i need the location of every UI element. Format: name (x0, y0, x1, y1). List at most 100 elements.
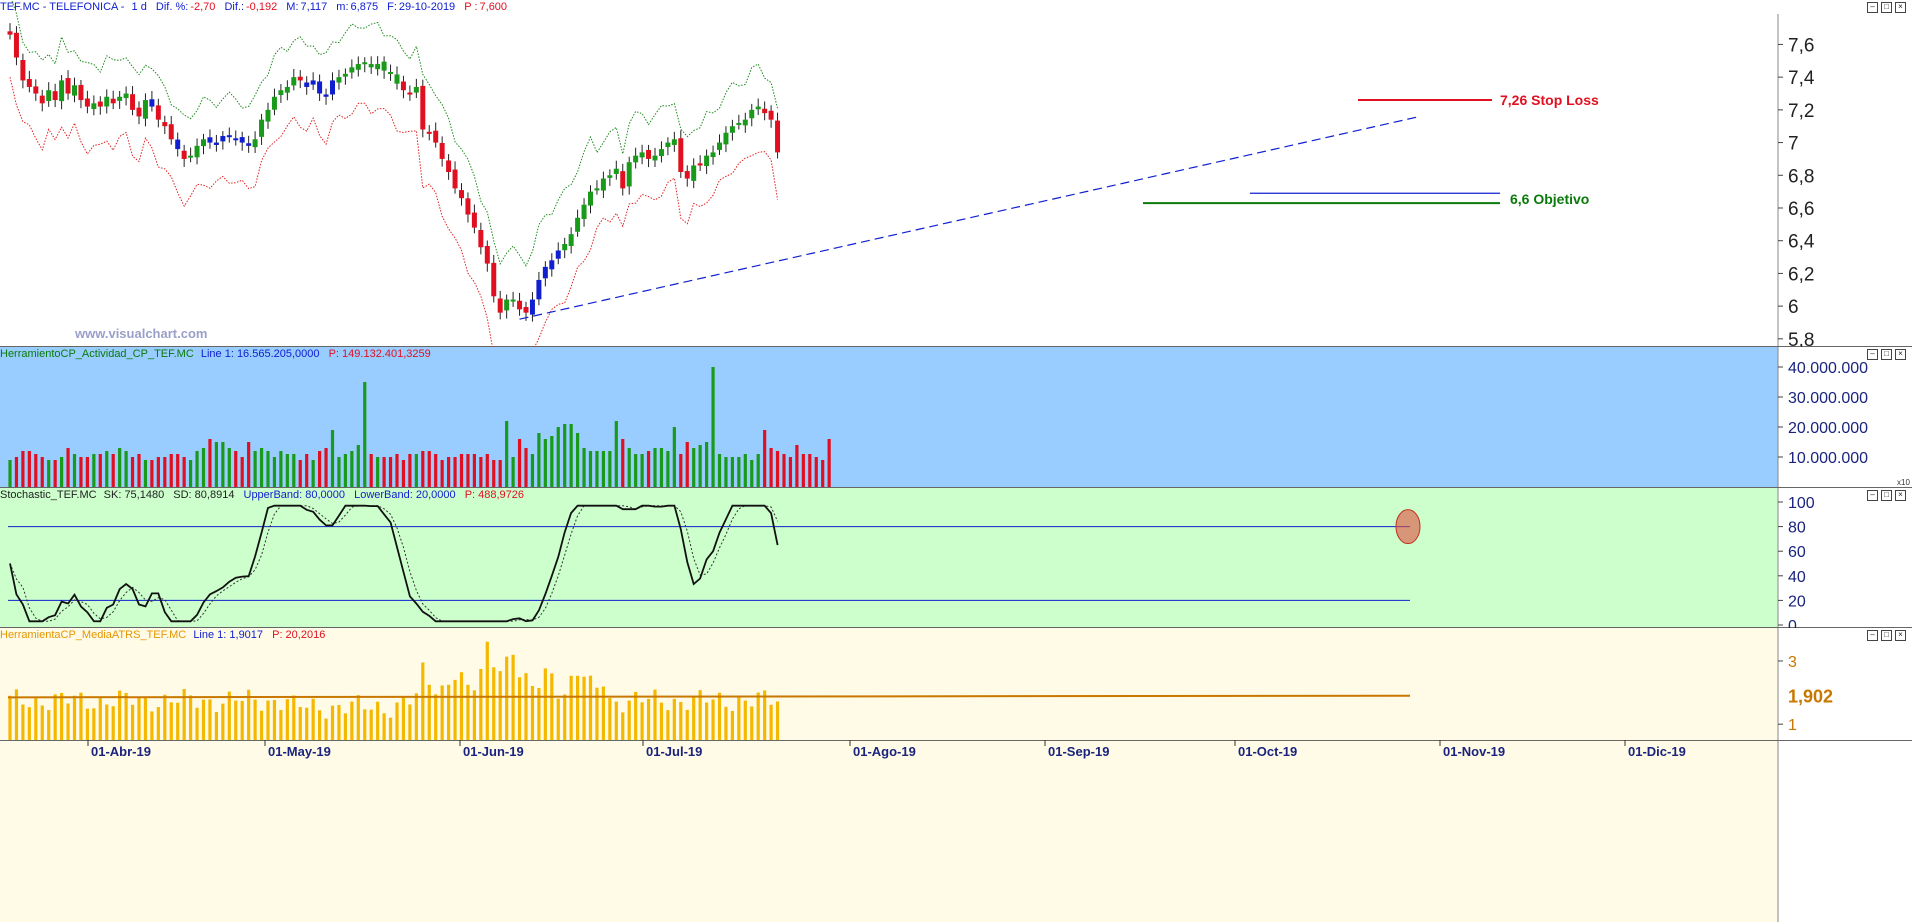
candle-body (220, 136, 226, 142)
candle-body (7, 31, 13, 35)
atr-bar (356, 695, 360, 740)
atr-bar (105, 704, 109, 740)
price-tick-label: 7,6 (1788, 35, 1814, 56)
candle-body (110, 98, 116, 104)
atr-bar (382, 713, 386, 740)
volume-bar (621, 439, 625, 487)
atr-average-line (7, 694, 1411, 699)
candle-body (297, 76, 303, 81)
volume-bar (356, 445, 360, 487)
stoch-window-buttons: – □ × (1867, 488, 1906, 501)
atr-bar (124, 692, 128, 740)
volume-bar (537, 433, 541, 487)
atr-bar (679, 702, 683, 740)
volume-bar (34, 454, 38, 487)
atr-bar (34, 697, 38, 740)
stochastic-chart[interactable]: 100 80 60 40 20 0 (0, 488, 1912, 628)
candle-body (478, 230, 484, 248)
min-label: m: (336, 1, 349, 13)
atr-bar (479, 668, 483, 740)
close-icon[interactable]: × (1895, 349, 1906, 360)
atr-chart[interactable]: 3 1 1,902 01-Abr-19 01-May-19 01-Jun-19 01-Jul… (0, 628, 1912, 922)
atr-bar (666, 710, 670, 740)
atr-bar (85, 708, 89, 740)
atr-bar (414, 693, 418, 740)
volume-bar (576, 433, 580, 487)
candle-body (420, 85, 426, 130)
atr-bar (234, 700, 238, 740)
atr-bar (447, 684, 451, 740)
atr-bar (498, 671, 502, 740)
volume-bar (143, 460, 148, 487)
candle-body (678, 138, 684, 173)
volume-bar (492, 460, 496, 487)
candle-body (665, 142, 671, 148)
dif-value: -0,192 (246, 1, 278, 13)
atr-bar (111, 706, 115, 740)
maximize-icon[interactable]: □ (1881, 630, 1892, 641)
volume-bar (459, 454, 464, 487)
atr-bar (376, 701, 380, 740)
price-panel[interactable]: TEF.MC - TELEFONICA - 1 d Dif. %: -2,70 D… (0, 0, 1912, 347)
close-icon[interactable]: × (1895, 490, 1906, 501)
volume-bar (717, 454, 722, 487)
atr-bar (150, 711, 154, 740)
volume-panel[interactable]: 40.000.000 30.000.000 20.000.000 10.000.000… (0, 347, 1912, 488)
volume-bar (485, 454, 489, 487)
dif-label: Dif.: (224, 1, 245, 13)
volume-bar (524, 448, 528, 487)
stoch-tick-label: 60 (1788, 544, 1806, 561)
maximize-icon[interactable]: □ (1881, 490, 1892, 501)
close-icon[interactable]: × (1895, 630, 1906, 641)
volume-bar (53, 460, 57, 487)
volume-bar (118, 448, 122, 487)
atr-bar (47, 710, 51, 740)
atr-bar (156, 707, 160, 740)
candle-body (484, 245, 490, 264)
atr-bar (743, 700, 747, 740)
stoch-axis-background (1778, 488, 1912, 628)
volume-bar (279, 451, 283, 487)
volume-bar (401, 460, 406, 487)
volume-bar (775, 451, 780, 487)
candle-body (594, 188, 600, 191)
minimize-icon[interactable]: – (1867, 490, 1878, 501)
candle-body (671, 139, 677, 145)
candle-body (362, 62, 368, 65)
atr-panel[interactable]: 3 1 1,902 01-Abr-19 01-May-19 01-Jun-19 01-Jul… (0, 628, 1912, 922)
candle-body (536, 279, 542, 300)
volume-chart[interactable]: 40.000.000 30.000.000 20.000.000 10.000.000… (0, 347, 1912, 488)
close-icon[interactable]: × (1895, 2, 1906, 13)
atr-bar (292, 695, 296, 740)
atr-bar (182, 688, 186, 740)
candle-body (194, 145, 200, 158)
price-tick-label: 7,4 (1788, 68, 1815, 89)
candle-body (13, 32, 19, 58)
candle-body (317, 81, 323, 94)
candle-body (581, 204, 587, 219)
atr-bar (711, 699, 715, 740)
minimize-icon[interactable]: – (1867, 630, 1878, 641)
volume-bar (47, 460, 51, 487)
candle-body (742, 119, 748, 126)
volume-bar (208, 439, 212, 487)
atr-bar (588, 675, 593, 740)
atr-bar (72, 695, 77, 740)
minimize-icon[interactable]: – (1867, 349, 1878, 360)
candle-body (755, 106, 761, 110)
volume-bar (130, 457, 135, 487)
volume-bar (769, 448, 773, 487)
stochastic-panel[interactable]: 100 80 60 40 20 0 Stochastic_TEF.MC SK: 75,14… (0, 488, 1912, 628)
maximize-icon[interactable]: □ (1881, 2, 1892, 13)
volume-p: P: 149.132.401,3259 (328, 348, 431, 360)
candle-body (130, 94, 136, 110)
atr-bar (453, 679, 457, 740)
volume-bar (221, 442, 225, 487)
minimize-icon[interactable]: – (1867, 2, 1878, 13)
volume-bar (582, 448, 586, 487)
price-header: TEF.MC - TELEFONICA - 1 d Dif. %: -2,70 D… (0, 0, 1912, 14)
price-chart[interactable]: 7,6 7,4 7,2 7 6,8 6,6 6,4 6,2 6 5,8 7,26 Stop Loss… (0, 0, 1912, 347)
maximize-icon[interactable]: □ (1881, 349, 1892, 360)
volume-bar (169, 454, 173, 487)
price-tick-label: 6,4 (1788, 232, 1815, 253)
